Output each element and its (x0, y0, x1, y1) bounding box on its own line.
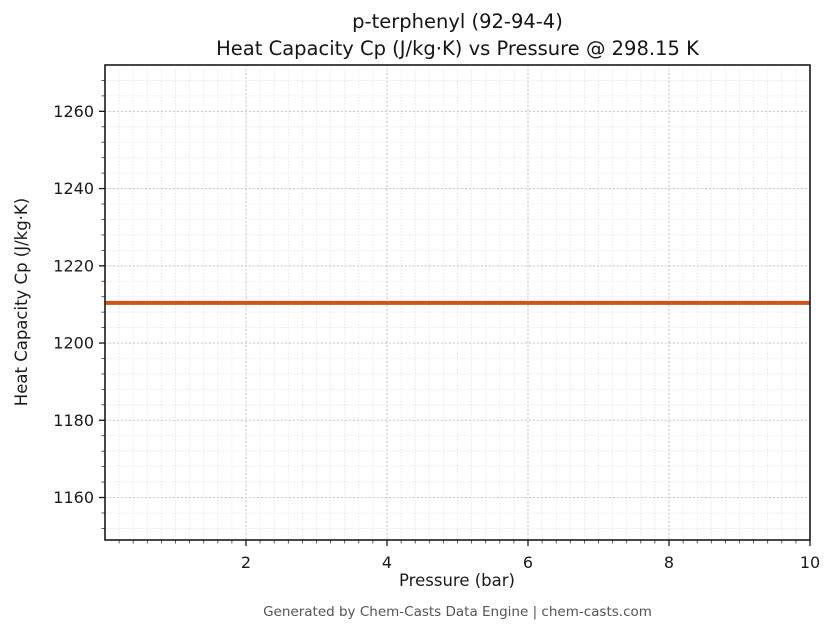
chart-title: p-terphenyl (92-94-4) Heat Capacity Cp (… (105, 8, 810, 62)
tick-labels: 2 4 6 8 10 1160 1180 1200 1220 1240 1260 (53, 102, 820, 572)
x-tick-label: 4 (382, 553, 392, 572)
x-tick-label: 6 (523, 553, 533, 572)
y-axis-label: Heat Capacity Cp (J/kg·K) (12, 198, 31, 406)
x-tick-label: 10 (800, 553, 820, 572)
y-tick-label: 1180 (53, 411, 94, 430)
x-tick-label: 8 (664, 553, 674, 572)
footer-credit: Generated by Chem-Casts Data Engine | ch… (263, 604, 652, 620)
y-tick-label: 1240 (53, 179, 94, 198)
y-tick-label: 1260 (53, 102, 94, 121)
chart-title-line1: p-terphenyl (92-94-4) (352, 10, 563, 33)
x-tick-label: 2 (241, 553, 251, 572)
x-axis-label: Pressure (bar) (399, 571, 515, 590)
y-tick-label: 1220 (53, 256, 94, 275)
y-tick-label: 1200 (53, 334, 94, 353)
chart-title-line2: Heat Capacity Cp (J/kg·K) vs Pressure @ … (216, 37, 699, 60)
axis-ticks (99, 80, 811, 546)
y-tick-label: 1160 (53, 488, 94, 507)
plot-border (104, 64, 811, 541)
